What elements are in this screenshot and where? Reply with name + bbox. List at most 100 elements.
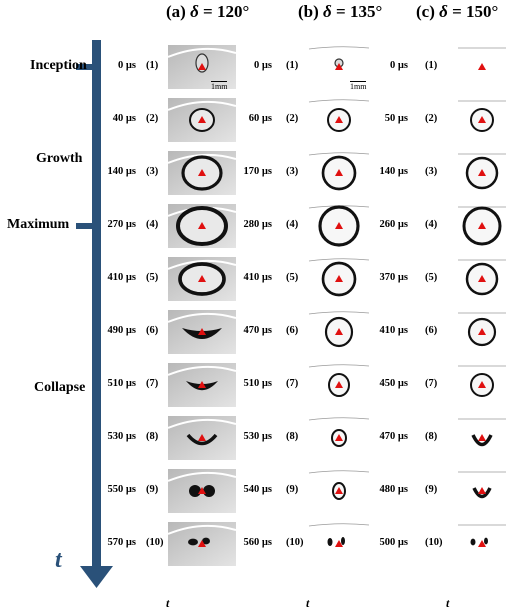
time-label-c-3: 140 µs (379, 166, 408, 177)
frame-index-a-5: (5) (146, 272, 159, 283)
time-label-b-8: 530 µs (243, 431, 272, 442)
frame-index-a-8: (8) (146, 431, 159, 442)
frame-image-b-2 (305, 98, 373, 142)
frame-image-a-8 (168, 416, 236, 460)
time-label-b-6: 470 µs (243, 325, 272, 336)
time-label-b-3: 170 µs (243, 166, 272, 177)
frame-image-a-7 (168, 363, 236, 407)
frame-index-c-3: (3) (425, 166, 438, 177)
time-label-b-5: 410 µs (243, 272, 272, 283)
frame-image-b-3 (305, 151, 373, 195)
time-label-c-1: 0 µs (389, 60, 408, 71)
time-label-c-5: 370 µs (379, 272, 408, 283)
scale-bar-b: 1mm (350, 81, 367, 91)
frame-image-a-3 (168, 151, 236, 195)
frame-image-c-2 (448, 98, 516, 142)
frame-index-a-1: (1) (146, 60, 159, 71)
bottom-t-label-b: t (306, 596, 310, 610)
bottom-t-label-c: t (446, 596, 450, 610)
frame-image-c-8 (448, 416, 516, 460)
frame-index-b-1: (1) (286, 60, 299, 71)
frame-index-c-4: (4) (425, 219, 438, 230)
frame-image-c-6 (448, 310, 516, 354)
frame-image-c-1 (448, 45, 516, 89)
time-label-b-9: 540 µs (243, 484, 272, 495)
frame-index-a-9: (9) (146, 484, 159, 495)
frame-index-a-10: (10) (146, 537, 164, 548)
column-title-a: (a) δ = 120° (166, 2, 250, 21)
frame-index-b-5: (5) (286, 272, 299, 283)
column-title-c: (c) δ = 150° (416, 2, 499, 21)
time-label-a-3: 140 µs (107, 166, 136, 177)
frame-index-c-6: (6) (425, 325, 438, 336)
frame-index-a-2: (2) (146, 113, 159, 124)
time-label-b-2: 60 µs (248, 113, 272, 124)
tick-maximum (76, 223, 98, 229)
frame-image-a-2 (168, 98, 236, 142)
frame-image-c-4 (448, 204, 516, 248)
bottom-t-label-a: t (166, 596, 170, 610)
time-label-c-8: 470 µs (379, 431, 408, 442)
frame-index-c-10: (10) (425, 537, 443, 548)
axis-arrowhead (80, 566, 113, 588)
frame-index-c-9: (9) (425, 484, 438, 495)
frame-index-c-8: (8) (425, 431, 438, 442)
frame-index-b-3: (3) (286, 166, 299, 177)
frame-image-c-3 (448, 151, 516, 195)
frame-image-b-4 (305, 204, 373, 248)
frame-index-b-9: (9) (286, 484, 299, 495)
frame-index-c-1: (1) (425, 60, 438, 71)
tick-inception (76, 64, 98, 70)
frame-image-c-10 (448, 522, 516, 566)
time-label-a-2: 40 µs (112, 113, 136, 124)
frame-image-b-10 (305, 522, 373, 566)
time-label-a-6: 490 µs (107, 325, 136, 336)
frame-image-b-8 (305, 416, 373, 460)
frame-image-c-7 (448, 363, 516, 407)
time-label-a-1: 0 µs (117, 60, 136, 71)
frame-image-b-5 (305, 257, 373, 301)
time-label-b-10: 560 µs (243, 537, 272, 548)
time-label-a-5: 410 µs (107, 272, 136, 283)
scale-bar-a: 1mm (211, 81, 228, 91)
frame-image-a-4 (168, 204, 236, 248)
axis-label-t: t (55, 547, 62, 573)
phase-collapse: Collapse (34, 380, 86, 395)
frame-image-c-5 (448, 257, 516, 301)
frame-index-c-5: (5) (425, 272, 438, 283)
frame-index-b-6: (6) (286, 325, 299, 336)
time-label-b-1: 0 µs (253, 60, 272, 71)
frame-index-c-2: (2) (425, 113, 438, 124)
frame-image-b-7 (305, 363, 373, 407)
phase-growth: Growth (36, 151, 83, 166)
time-label-a-10: 570 µs (107, 537, 136, 548)
time-label-c-10: 500 µs (379, 537, 408, 548)
time-label-c-9: 480 µs (379, 484, 408, 495)
time-label-b-7: 510 µs (243, 378, 272, 389)
phase-maximum: Maximum (7, 217, 70, 232)
time-label-c-2: 50 µs (384, 113, 408, 124)
frame-image-b-9 (305, 469, 373, 513)
frame-index-c-7: (7) (425, 378, 438, 389)
frame-image-c-9 (448, 469, 516, 513)
frame-index-a-7: (7) (146, 378, 159, 389)
axis-shaft (92, 40, 101, 575)
frame-index-a-4: (4) (146, 219, 159, 230)
time-label-a-9: 550 µs (107, 484, 136, 495)
time-label-a-4: 270 µs (107, 219, 136, 230)
time-label-a-7: 510 µs (107, 378, 136, 389)
frame-index-a-3: (3) (146, 166, 159, 177)
time-label-c-4: 260 µs (379, 219, 408, 230)
frame-index-b-4: (4) (286, 219, 299, 230)
frame-index-b-8: (8) (286, 431, 299, 442)
frame-image-a-6 (168, 310, 236, 354)
column-title-b: (b) δ = 135° (298, 2, 383, 21)
frame-image-a-9 (168, 469, 236, 513)
frame-image-a-5 (168, 257, 236, 301)
time-label-c-6: 410 µs (379, 325, 408, 336)
time-label-c-7: 450 µs (379, 378, 408, 389)
frame-image-b-6 (305, 310, 373, 354)
frame-image-a-10 (168, 522, 236, 566)
